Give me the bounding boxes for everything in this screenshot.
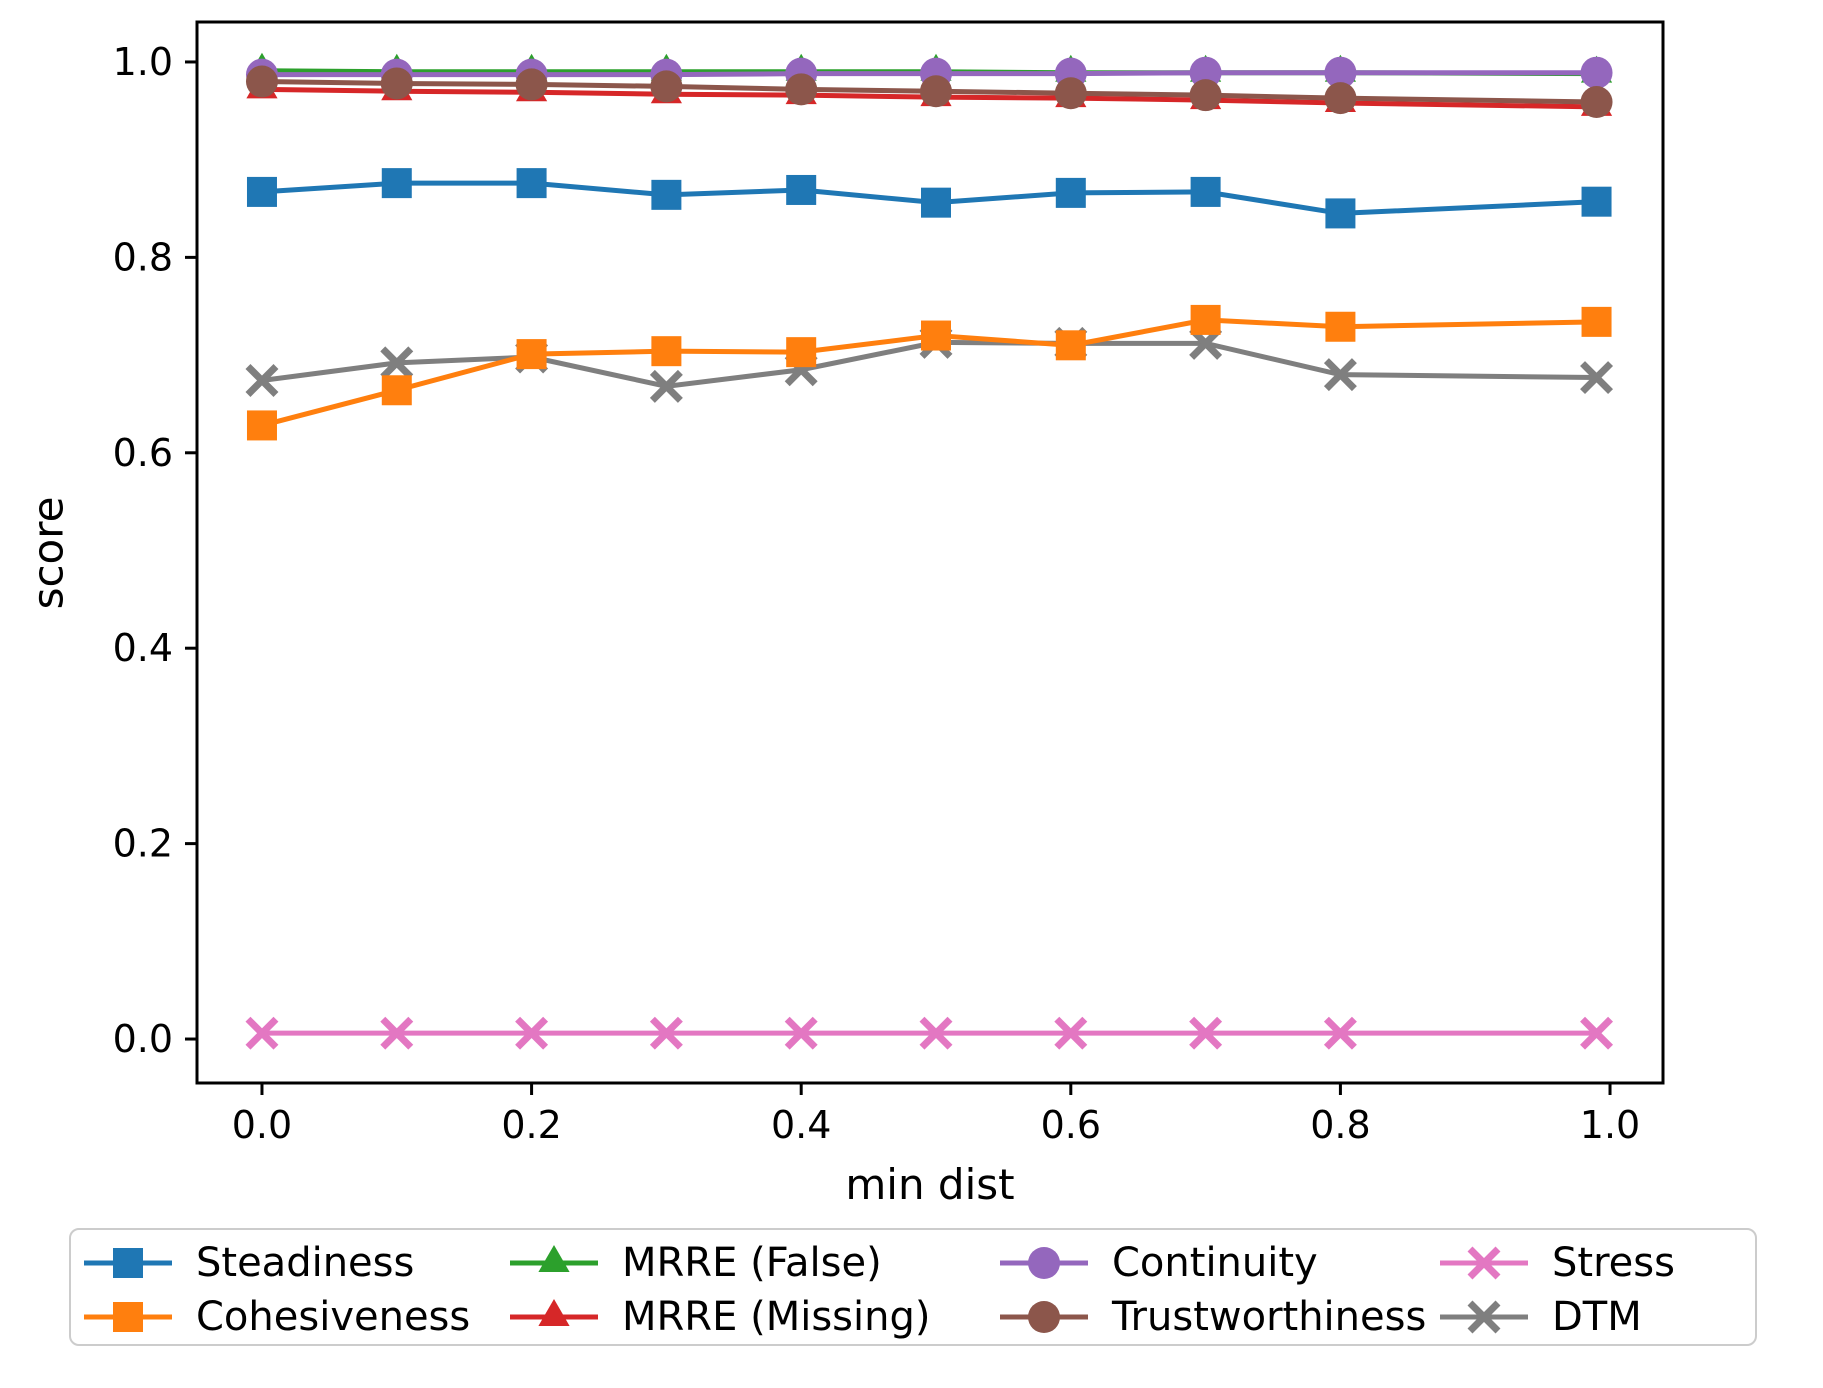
triangle-marker-icon [510,1245,598,1272]
y-axis-label: score [23,496,73,610]
y-tick-label: 1.0 [113,40,173,84]
y-tick-label: 0.2 [113,822,173,866]
series-Cohesiveness [246,304,1612,441]
legend-entry-MRRE (Missing): MRRE (Missing) [508,1290,930,1344]
axis-ticks: 0.0 0.2 0.4 0.6 0.8 1.0 0.0 0.2 0.4 0.6 0.8 1.0 [113,40,1641,1147]
legend-label: Continuity [1112,1240,1318,1286]
legend-entry-Continuity: Continuity [998,1236,1426,1290]
x-tick-label: 1.0 [1580,1103,1640,1147]
legend-label: Stress [1552,1240,1675,1286]
circle-marker-icon [1000,1247,1088,1279]
legend-column: MRRE (False) MRRE (Missing) [508,1236,930,1344]
x-tick-label: 0.2 [501,1103,561,1147]
legend-label: Cohesiveness [196,1294,471,1340]
series-Stress [245,1016,1614,1050]
plot-border [195,20,1665,1085]
legend: Steadiness Cohesiveness MRRE (False) MRRE (… [69,1228,1757,1346]
legend-label: MRRE (Missing) [622,1294,931,1340]
square-marker-icon [84,1302,172,1332]
legend-label: MRRE (False) [622,1240,882,1286]
x-tick-label: 0.6 [1041,1103,1101,1147]
series-Trustworthiness [245,65,1613,119]
y-tick-label: 0.0 [113,1017,173,1061]
legend-entry-DTM: DTM [1438,1290,1675,1344]
y-tick-label: 0.4 [113,626,173,670]
circle-marker-icon [1000,1301,1088,1333]
legend-entry-MRRE (False): MRRE (False) [508,1236,930,1290]
x-tick-label: 0.0 [232,1103,292,1147]
series-Steadiness [246,168,1612,229]
legend-entry-Stress: Stress [1438,1236,1675,1290]
x-axis-label: min dist [845,1160,1015,1209]
legend-column: Steadiness Cohesiveness [82,1236,470,1344]
x-marker-icon [1440,1246,1528,1280]
x-marker-icon [1440,1300,1528,1334]
x-tick-label: 0.4 [771,1103,831,1147]
x-tick-label: 0.8 [1310,1103,1370,1147]
y-tick-label: 0.8 [113,235,173,279]
legend-column: Stress DTM [1438,1236,1675,1344]
legend-column: Continuity Trustworthiness [998,1236,1426,1344]
y-tick-label: 0.6 [113,431,173,475]
legend-label: DTM [1552,1294,1642,1340]
legend-entry-Steadiness: Steadiness [82,1236,470,1290]
triangle-marker-icon [510,1299,598,1326]
legend-label: Trustworthiness [1112,1294,1427,1340]
legend-entry-Trustworthiness: Trustworthiness [998,1290,1426,1344]
legend-label: Steadiness [196,1240,415,1286]
legend-entry-Cohesiveness: Cohesiveness [82,1290,470,1344]
square-marker-icon [84,1248,172,1278]
